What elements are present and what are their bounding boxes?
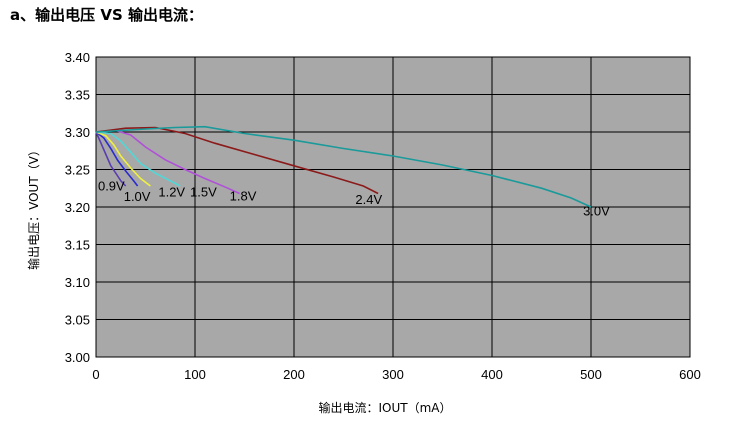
- y-tick-label: 3.30: [65, 125, 90, 140]
- y-tick-label: 3.20: [65, 200, 90, 215]
- series-line-3-0V: [95, 125, 592, 208]
- x-tick-label: 200: [283, 367, 305, 382]
- series-line-1-5V: [95, 131, 181, 187]
- series-label: 1.5V: [190, 185, 217, 200]
- x-tick-label: 600: [679, 367, 701, 382]
- series-line-1-0V: [95, 131, 139, 187]
- y-tick-label: 3.15: [65, 238, 90, 253]
- y-tick-label: 3.40: [65, 50, 90, 65]
- series-line-2-4V: [95, 126, 379, 195]
- series-line-1-8V: [95, 129, 240, 195]
- x-tick-label: 400: [481, 367, 503, 382]
- y-tick-label: 3.00: [65, 350, 90, 365]
- x-tick-label: 0: [92, 367, 99, 382]
- series-label: 1.0V: [124, 189, 151, 204]
- series-line-0-9V: [95, 131, 127, 187]
- grid: [95, 56, 691, 358]
- series-label: 0.9V: [98, 179, 125, 194]
- x-tick-labels: 0 100 200 300 400 500 600: [92, 367, 700, 382]
- y-tick-label: 3.05: [65, 313, 90, 328]
- y-axis-title: 输出电压：VOUT（V）: [26, 144, 41, 270]
- series-label: 1.8V: [230, 188, 257, 203]
- x-tick-label: 100: [184, 367, 206, 382]
- y-tick-label: 3.25: [65, 163, 90, 178]
- series-lines: [95, 125, 592, 208]
- x-tick-label: 300: [382, 367, 404, 382]
- page-title: a、输出电压 VS 输出电流：: [10, 6, 203, 24]
- y-tick-label: 3.10: [65, 275, 90, 290]
- series-label: 3.0V: [583, 203, 610, 218]
- series-label: 1.2V: [158, 185, 185, 200]
- series-label: 2.4V: [355, 192, 382, 207]
- y-tick-label: 3.35: [65, 88, 90, 103]
- x-tick-label: 500: [580, 367, 602, 382]
- series-labels: 0.9V1.0V 1.2V 1.5V 1.8V 2.4V 3.0V: [98, 179, 610, 219]
- y-tick-labels: 3.00 3.05 3.10 3.15 3.20 3.25 3.30 3.35 3.40: [65, 50, 90, 365]
- series-line-1-2V: [95, 131, 151, 187]
- x-axis-title: 输出电流：IOUT（mA）: [319, 400, 452, 415]
